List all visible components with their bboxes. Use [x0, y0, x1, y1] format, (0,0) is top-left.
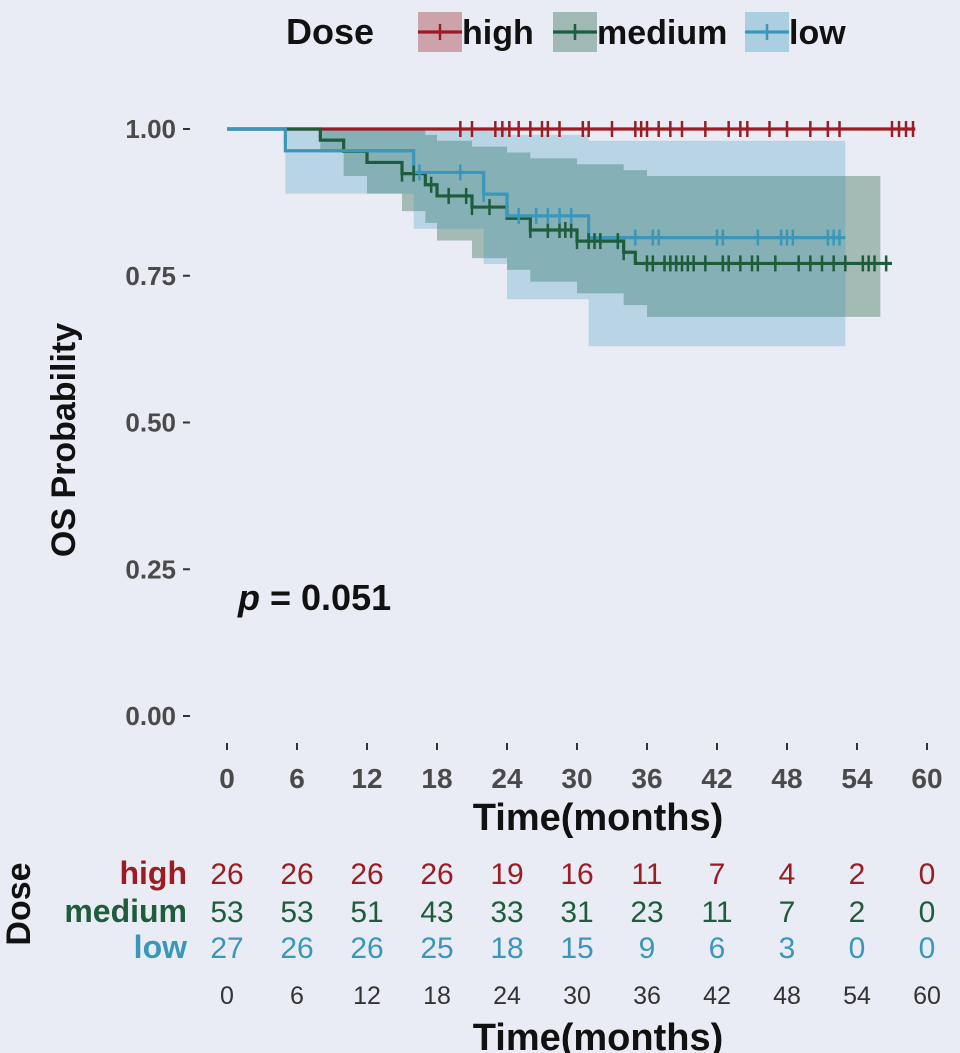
- risk-value-low: 18: [490, 932, 523, 965]
- risk-time-label: 0: [220, 982, 234, 1010]
- risk-value-medium: 43: [420, 896, 453, 929]
- x-tick-label: 0: [219, 763, 235, 794]
- risk-value-medium: 11: [701, 896, 732, 929]
- y-tick-label: 0.00: [125, 701, 176, 731]
- x-tick-label: 48: [771, 763, 802, 794]
- y-axis-title: OS Probability: [45, 323, 83, 557]
- risk-value-low: 9: [639, 932, 656, 965]
- risk-time-label: 24: [493, 982, 521, 1010]
- risk-value-medium: 31: [560, 896, 593, 929]
- risk-value-low: 15: [560, 932, 593, 965]
- risk-time-label: 36: [633, 982, 661, 1010]
- risk-table-x-title: Time(months): [473, 1017, 724, 1053]
- ci-band-low: [227, 129, 846, 347]
- risk-value-high: 0: [919, 858, 936, 891]
- x-axis-title: Time(months): [473, 797, 724, 839]
- legend-label-high: high: [462, 14, 534, 52]
- p-value-text: = 0.051: [260, 577, 391, 618]
- risk-time-label: 30: [563, 982, 591, 1010]
- risk-time-label: 54: [843, 982, 871, 1010]
- risk-value-medium: 33: [490, 896, 523, 929]
- risk-time-label: 42: [703, 982, 731, 1010]
- x-tick-label: 54: [841, 763, 873, 794]
- risk-value-medium: 2: [849, 896, 866, 929]
- x-tick-label: 18: [421, 763, 452, 794]
- legend-title: Dose: [286, 11, 374, 52]
- y-tick-label: 0.25: [125, 554, 176, 584]
- x-tick-label: 36: [631, 763, 662, 794]
- legend-label-medium: medium: [597, 14, 727, 52]
- risk-value-low: 0: [919, 932, 936, 965]
- risk-value-high: 2: [849, 858, 866, 891]
- risk-time-label: 48: [773, 982, 801, 1010]
- risk-value-high: 16: [560, 858, 593, 891]
- risk-value-high: 19: [490, 858, 523, 891]
- risk-time-label: 12: [353, 982, 381, 1010]
- risk-value-low: 0: [849, 932, 866, 965]
- risk-value-low: 27: [210, 932, 243, 965]
- y-tick-label: 0.75: [125, 261, 176, 291]
- risk-row-label-high: high: [119, 855, 187, 891]
- x-tick-label: 60: [911, 763, 942, 794]
- risk-value-high: 26: [280, 858, 313, 891]
- risk-value-low: 26: [280, 932, 313, 965]
- risk-value-medium: 51: [350, 896, 383, 929]
- y-tick-label: 1.00: [125, 114, 176, 144]
- risk-value-high: 11: [631, 858, 662, 891]
- risk-time-label: 18: [423, 982, 451, 1010]
- x-tick-label: 42: [701, 763, 732, 794]
- p-value-annotation: p = 0.051: [237, 577, 391, 618]
- ci-band-medium: [227, 129, 881, 317]
- risk-value-high: 7: [709, 858, 726, 891]
- risk-value-high: 26: [350, 858, 383, 891]
- risk-value-high: 4: [779, 858, 796, 891]
- risk-value-medium: 7: [779, 896, 796, 929]
- risk-value-medium: 23: [630, 896, 663, 929]
- risk-value-high: 26: [210, 858, 243, 891]
- risk-row-label-medium: medium: [64, 893, 187, 929]
- risk-value-low: 25: [420, 932, 453, 965]
- x-tick-label: 24: [491, 763, 523, 794]
- risk-row-label-low: low: [134, 929, 187, 965]
- risk-value-low: 6: [709, 932, 726, 965]
- y-tick-label: 0.50: [125, 408, 176, 438]
- risk-table-title: Dose: [0, 862, 38, 945]
- x-tick-label: 12: [351, 763, 382, 794]
- risk-time-label: 6: [290, 982, 304, 1010]
- p-value-symbol: p: [237, 577, 260, 618]
- risk-value-low: 3: [779, 932, 796, 965]
- risk-value-high: 26: [420, 858, 453, 891]
- risk-value-medium: 53: [280, 896, 313, 929]
- risk-value-medium: 53: [210, 896, 243, 929]
- risk-value-low: 26: [350, 932, 383, 965]
- x-tick-label: 6: [289, 763, 305, 794]
- legend-label-low: low: [789, 14, 846, 52]
- x-tick-label: 30: [561, 763, 592, 794]
- risk-value-medium: 0: [919, 896, 936, 929]
- risk-time-label: 60: [913, 982, 941, 1010]
- km-curve-low: [227, 127, 846, 240]
